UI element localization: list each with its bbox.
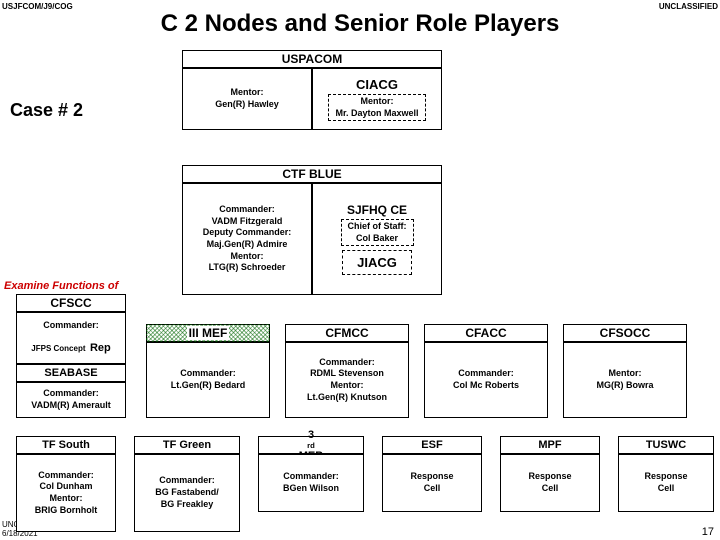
meb-prefix: 3	[308, 429, 314, 441]
meb-body: Commander: BGen Wilson	[258, 454, 364, 512]
cfacc-body: Commander: Col Mc Roberts	[424, 342, 548, 418]
ctfblue-header: CTF BLUE	[182, 165, 442, 183]
ciacg-title: CIACG	[356, 77, 398, 92]
cfmcc-title: CFMCC	[285, 324, 409, 342]
sjfhq-title: SJFHQ CE	[347, 203, 407, 217]
seabase-title: SEABASE	[16, 364, 126, 382]
footer-right: 17	[702, 526, 714, 538]
tuswc-body: Response Cell	[618, 454, 714, 512]
tfsouth-l1: Commander:	[38, 470, 94, 482]
ctf-l2: VADM Fitzgerald	[212, 216, 283, 228]
jfps-label: JFPS Concept	[31, 344, 85, 353]
tfsouth-l4: BRIG Bornholt	[35, 505, 98, 517]
tfgreen-l3: BG Freakley	[161, 499, 214, 511]
rep-label: Rep	[90, 342, 111, 354]
page-title: C 2 Nodes and Senior Role Players	[0, 10, 720, 38]
tfsouth-l3: Mentor:	[50, 493, 83, 505]
jfps-line: JFPS Concept Rep	[31, 338, 110, 356]
cfsocc-l1: Mentor:	[609, 368, 642, 380]
cfmcc-body: Commander: RDML Stevenson Mentor: Lt.Gen…	[285, 342, 409, 418]
seabase-l1: Commander:	[43, 388, 99, 400]
cfscc-commander: Commander:	[43, 320, 99, 332]
ciacg-mentor-label: Mentor:	[335, 96, 418, 108]
esf-l1: Response	[410, 471, 453, 483]
cfscc-body: Commander: JFPS Concept Rep	[16, 312, 126, 364]
cfsocc-l2: MG(R) Bowra	[597, 380, 654, 392]
cfacc-title: CFACC	[424, 324, 548, 342]
ciacg-mentor-name: Mr. Dayton Maxwell	[335, 108, 418, 120]
iiimef-title: III MEF	[146, 324, 270, 342]
tuswc-l2: Cell	[658, 483, 675, 495]
tuswc-title: TUSWC	[618, 436, 714, 454]
sjfhq-inner: Chief of Staff: Col Baker	[341, 219, 414, 246]
cfacc-l2: Col Mc Roberts	[453, 380, 519, 392]
mentor-name: Gen(R) Hawley	[215, 99, 279, 111]
cos-name: Col Baker	[348, 233, 407, 245]
seabase-l2: VADM(R) Amerault	[31, 400, 111, 412]
ctf-l4: Maj.Gen(R) Admire	[207, 239, 288, 251]
mpf-title: MPF	[500, 436, 600, 454]
cfsocc-title: CFSOCC	[563, 324, 687, 342]
meb-l1: Commander:	[283, 471, 339, 483]
mpf-l1: Response	[528, 471, 571, 483]
ctf-l3: Deputy Commander:	[203, 227, 292, 239]
esf-title: ESF	[382, 436, 482, 454]
tfsouth-l2: Col Dunham	[40, 481, 93, 493]
ciacg-inner: Mentor: Mr. Dayton Maxwell	[328, 94, 425, 121]
meb-l2: BGen Wilson	[283, 483, 339, 495]
mentor-label: Mentor:	[231, 87, 264, 99]
esf-l2: Cell	[424, 483, 441, 495]
cfsocc-body: Mentor: MG(R) Bowra	[563, 342, 687, 418]
ctfblue-left-box: Commander: VADM Fitzgerald Deputy Comman…	[182, 183, 312, 295]
uspacom-header: USPACOM	[182, 50, 442, 68]
ctf-l5: Mentor:	[231, 251, 264, 263]
uspacom-mentor-box: Mentor: Gen(R) Hawley	[182, 68, 312, 130]
case-label: Case # 2	[10, 100, 83, 121]
ctf-l6: LTG(R) Schroeder	[209, 262, 286, 274]
tfgreen-l1: Commander:	[159, 475, 215, 487]
cos-label: Chief of Staff:	[348, 221, 407, 233]
meb-sup: rd	[307, 441, 315, 450]
jiacg-box: JIACG	[342, 250, 412, 275]
cfmcc-l1: Commander:	[319, 357, 375, 369]
examine-label: Examine Functions of	[4, 280, 118, 292]
ciacg-box: CIACG Mentor: Mr. Dayton Maxwell	[312, 68, 442, 130]
cfscc-title: CFSCC	[16, 294, 126, 312]
iiimef-l1: Commander:	[180, 368, 236, 380]
cfmcc-l3: Mentor:	[331, 380, 364, 392]
meb-title: 3rd MEB	[258, 436, 364, 454]
esf-body: Response Cell	[382, 454, 482, 512]
mpf-l2: Cell	[542, 483, 559, 495]
tfgreen-l2: BG Fastabend/	[155, 487, 219, 499]
ctfblue-right-box: SJFHQ CE Chief of Staff: Col Baker JIACG	[312, 183, 442, 295]
tfsouth-title: TF South	[16, 436, 116, 454]
tfsouth-body: Commander: Col Dunham Mentor: BRIG Bornh…	[16, 454, 116, 532]
iiimef-l2: Lt.Gen(R) Bedard	[171, 380, 246, 392]
mpf-body: Response Cell	[500, 454, 600, 512]
ctf-l1: Commander:	[219, 204, 275, 216]
seabase-body: Commander: VADM(R) Amerault	[16, 382, 126, 418]
cfmcc-l2: RDML Stevenson	[310, 368, 384, 380]
cfacc-l1: Commander:	[458, 368, 514, 380]
tuswc-l1: Response	[644, 471, 687, 483]
tfgreen-title: TF Green	[134, 436, 240, 454]
cfmcc-l4: Lt.Gen(R) Knutson	[307, 392, 387, 404]
tfgreen-body: Commander: BG Fastabend/ BG Freakley	[134, 454, 240, 532]
iiimef-body: Commander: Lt.Gen(R) Bedard	[146, 342, 270, 418]
